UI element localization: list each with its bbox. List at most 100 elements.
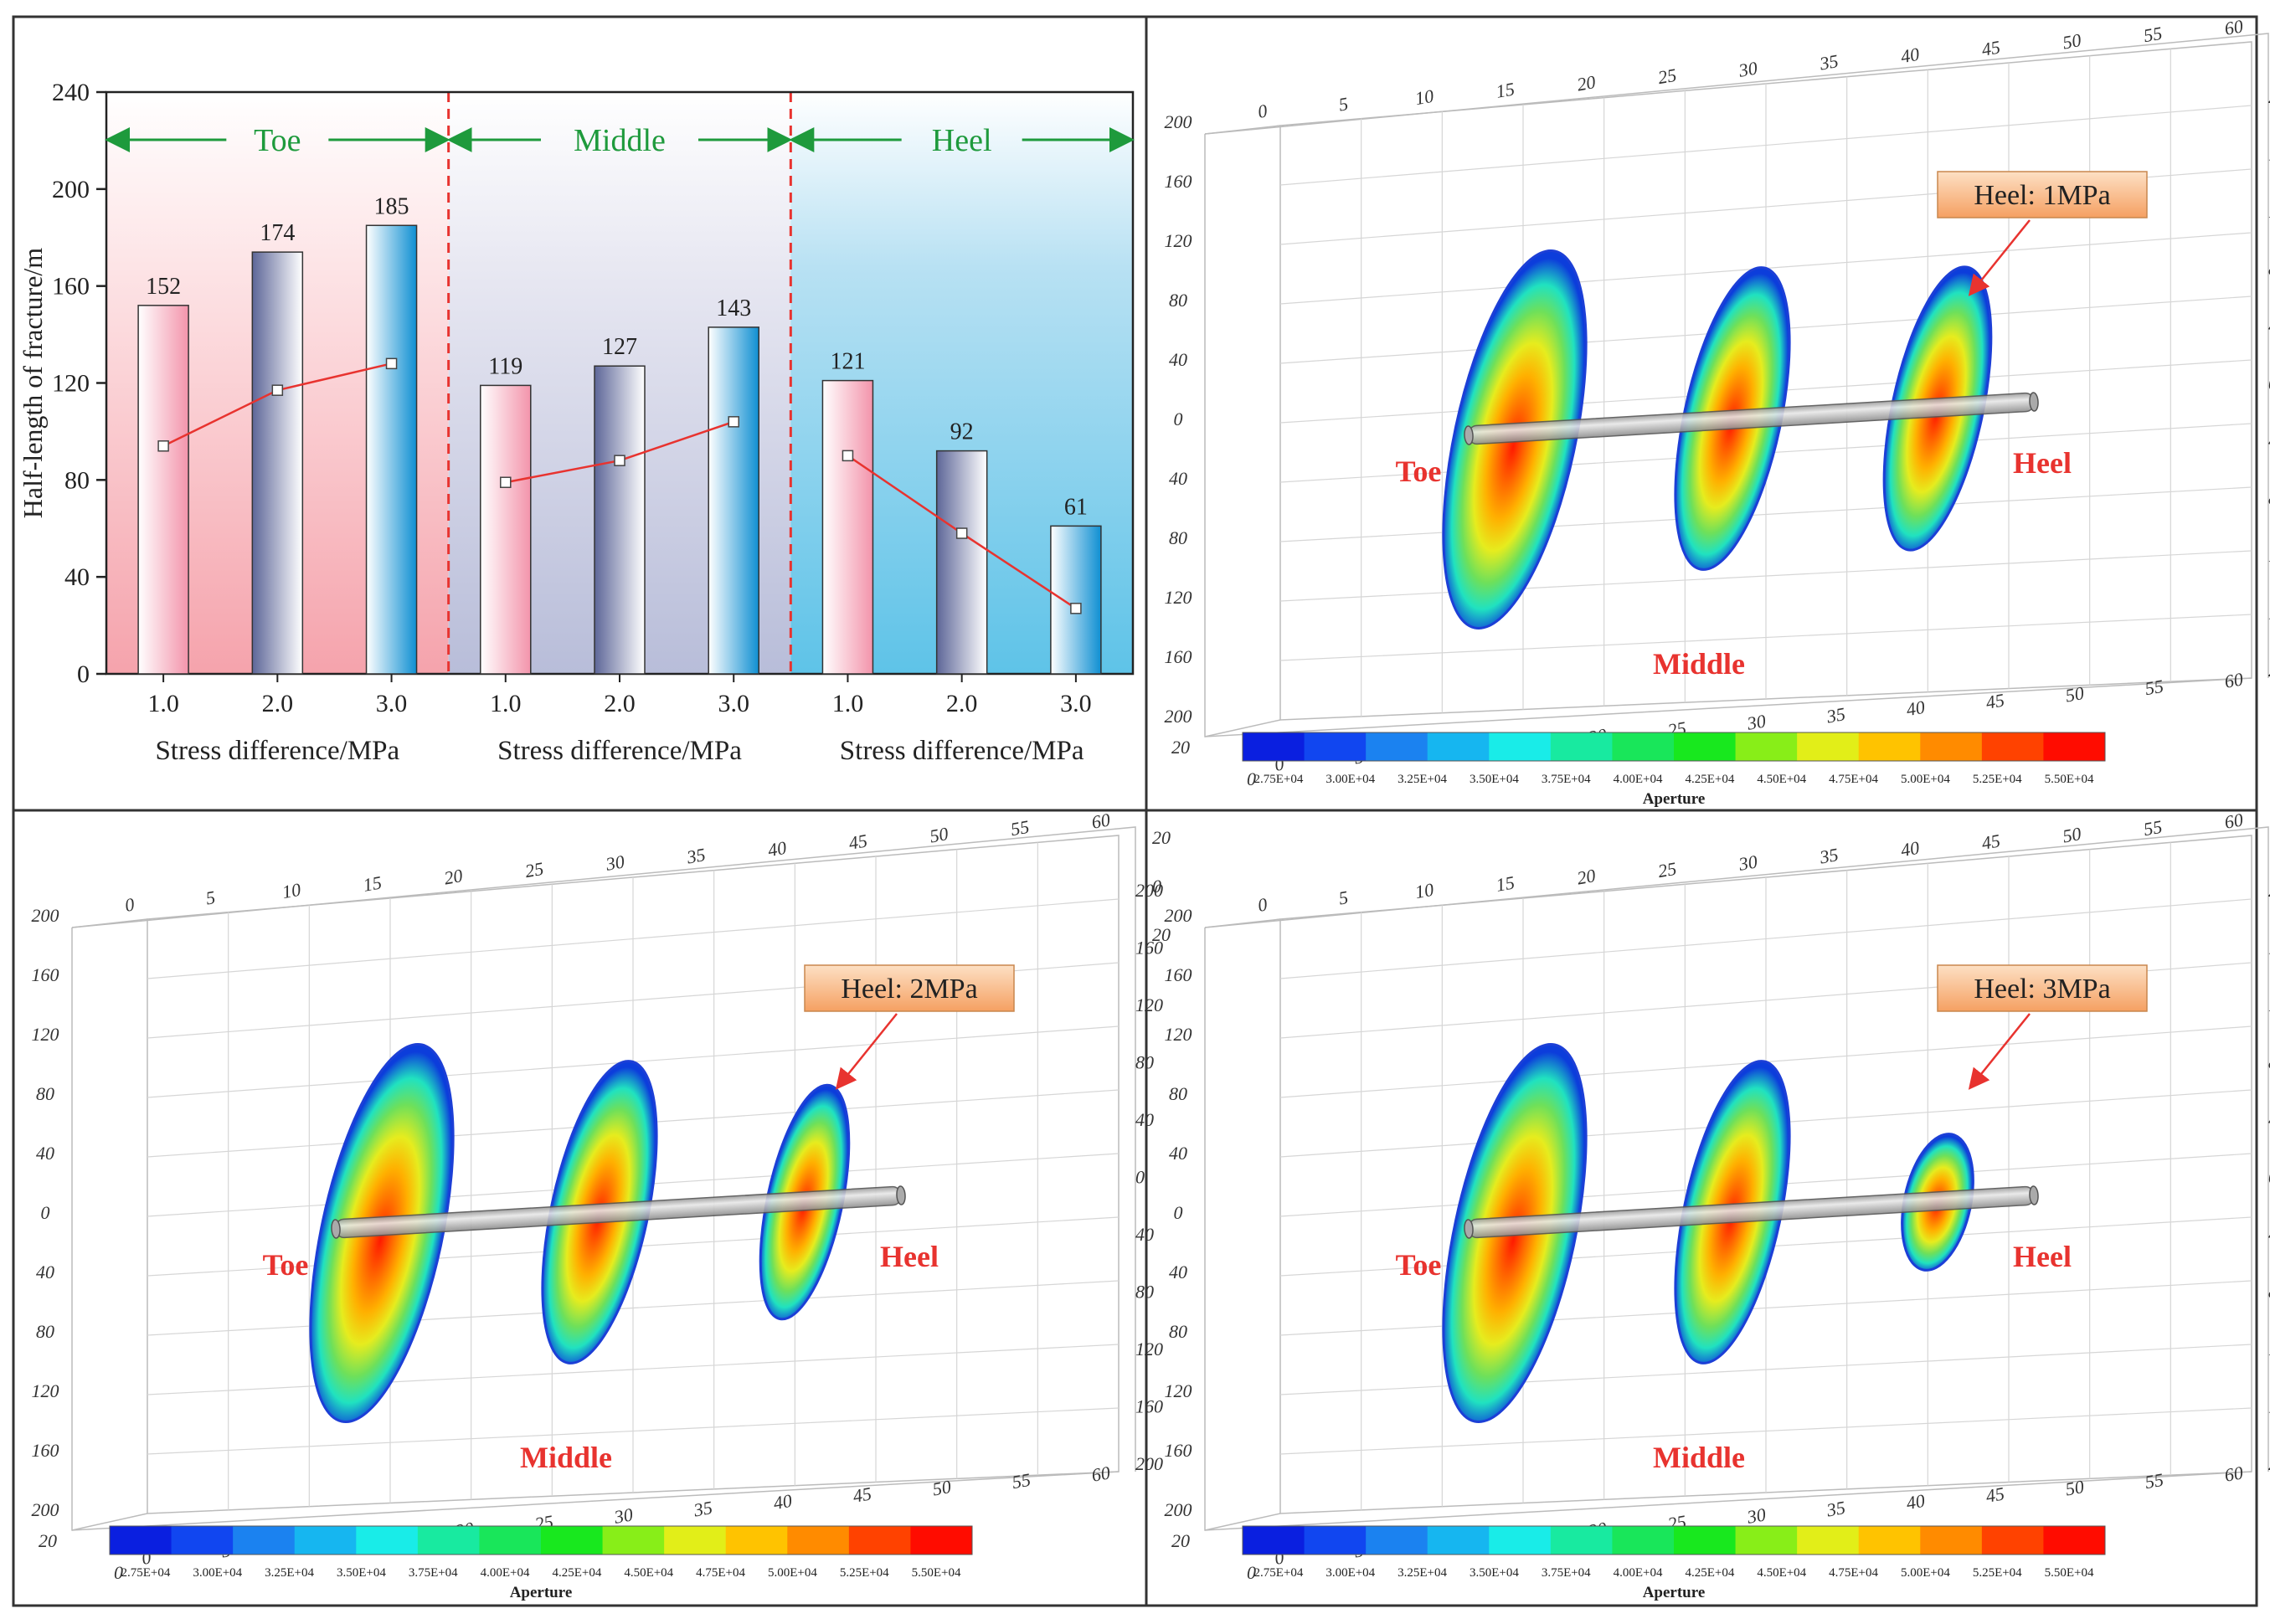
wellbore-end	[2029, 1185, 2039, 1205]
bar-value-label: 143	[716, 296, 751, 321]
colorbar-cell	[356, 1526, 419, 1555]
line-marker	[842, 450, 854, 462]
x-tick-top: 40	[1899, 44, 1921, 67]
colorbar-tick: 4.50E+04	[624, 1566, 673, 1580]
colorbar-cell	[910, 1526, 973, 1555]
colorbar-tick: 3.75E+04	[1542, 1566, 1591, 1580]
colorbar-cell	[1674, 732, 1737, 761]
x-tick-top: 60	[2223, 15, 2245, 39]
y-tick-right: 120	[2268, 994, 2270, 1015]
y-tick-right: 120	[1135, 1339, 1163, 1359]
colorbar-tick: 5.50E+04	[2045, 773, 2094, 786]
y-tick-right: 40	[2268, 1109, 2270, 1130]
line-marker	[500, 476, 512, 488]
colorbar-tick: 3.50E+04	[337, 1566, 386, 1580]
y-tick-left: 40	[1169, 468, 1187, 489]
line-marker	[614, 455, 625, 466]
callout-box	[1937, 964, 2148, 1012]
y-tick-right: 160	[2268, 1396, 2270, 1417]
y-tick-left: 120	[1165, 1024, 1192, 1045]
colorbar-cell	[2043, 1526, 2106, 1555]
colorbar-cell	[1920, 732, 1983, 761]
x-tick-top: 60	[1090, 809, 1112, 832]
y-tick-right: 40	[1135, 1109, 1154, 1130]
y-tick-left: 160	[1165, 646, 1192, 667]
colorbar-cell	[1427, 1526, 1490, 1555]
y-tick-label: 240	[52, 79, 90, 106]
label-heel: Heel	[880, 1240, 939, 1273]
colorbar-cell	[664, 1526, 727, 1555]
x-tick-top: 40	[766, 837, 788, 861]
y-tick-right: 80	[1135, 1282, 1154, 1303]
z-tick-corner: 20	[1171, 737, 1190, 758]
callout-arrow	[835, 1013, 898, 1090]
y-tick-left: 200	[1165, 1499, 1192, 1520]
bar-toe-2.0	[251, 251, 304, 675]
colorbar-tick: 5.50E+04	[912, 1566, 961, 1580]
y-tick-right: 120	[2268, 545, 2270, 566]
callout-title: Heel: 3MPa	[1974, 974, 2110, 1005]
box-corner-edge	[1204, 719, 1281, 737]
colorbar-cell	[1489, 732, 1552, 761]
x-tick-bottom: 60	[2223, 1462, 2245, 1485]
colorbar-cell	[1366, 732, 1428, 761]
colorbar-title: Aperture	[1643, 790, 1706, 808]
colorbar-tick: 3.25E+04	[1398, 1566, 1447, 1580]
x-tick-label: 2.0	[604, 690, 636, 717]
x-tick-top: 15	[1495, 871, 1516, 895]
x-tick-bottom: 40	[772, 1490, 794, 1514]
x-tick-bottom: 30	[612, 1503, 635, 1528]
x-tick-top: 50	[2061, 29, 2082, 53]
bar-value-label: 152	[146, 274, 181, 300]
x-tick-top: 15	[362, 871, 383, 895]
colorbar-tick: 4.00E+04	[481, 1566, 530, 1580]
colorbar-cell	[294, 1526, 357, 1555]
colorbar-cell	[1550, 732, 1613, 761]
colorbar-cell	[1550, 1526, 1613, 1555]
colorbar-frame	[1242, 1525, 2106, 1555]
x-tick-bottom: 35	[692, 1497, 714, 1521]
group-label-middle: Middle	[574, 123, 666, 158]
colorbar-tick: 3.00E+04	[1325, 773, 1375, 786]
colorbar-tick: 5.00E+04	[1901, 773, 1950, 786]
x-tick-top: 0	[1256, 893, 1269, 916]
z-tick-corner: 0	[1247, 768, 1256, 789]
y-tick-right: 80	[1135, 1052, 1154, 1073]
x-tick-bottom: 55	[2144, 1469, 2165, 1493]
colorbar-tick: 4.75E+04	[1829, 773, 1878, 786]
colorbar-tick: 5.25E+04	[1973, 773, 2022, 786]
colorbar-cell	[602, 1526, 665, 1555]
y-tick-left: 120	[1165, 587, 1192, 608]
y-tick-label: 0	[77, 660, 90, 688]
grid-line-horizontal	[1279, 898, 2252, 979]
colorbar-tick: 3.25E+04	[1398, 773, 1447, 786]
z-tick-label: 0	[1152, 876, 1161, 897]
y-tick-label: 160	[52, 273, 90, 301]
colorbar-cell	[1797, 1526, 1860, 1555]
colorbar-cell	[1612, 1526, 1675, 1555]
y-tick-right: 200	[1135, 880, 1163, 901]
colorbar-tick: 3.75E+04	[1542, 773, 1591, 786]
line-marker	[955, 527, 968, 539]
x-tick-bottom: 45	[852, 1483, 873, 1506]
x-tick-bottom: 55	[1011, 1469, 1032, 1493]
y-tick-label: 80	[64, 466, 90, 494]
colorbar-cell	[2043, 732, 2106, 761]
line-marker	[1070, 603, 1082, 614]
label-heel: Heel	[2013, 1240, 2072, 1273]
y-tick-left: 40	[36, 1262, 54, 1282]
bar-heel-2.0	[935, 450, 988, 675]
x-tick-top: 35	[1817, 50, 1840, 75]
x-tick-bottom: 45	[1984, 689, 2006, 712]
x-tick-top: 60	[2223, 809, 2245, 832]
grid-line-horizontal	[1279, 105, 2252, 186]
x-tick-top: 40	[1899, 837, 1921, 861]
y-tick-right: 160	[2268, 603, 2270, 624]
callout-arrow	[1968, 1013, 2031, 1090]
x-tick-top: 20	[442, 865, 464, 888]
x-tick-bottom: 60	[1090, 1462, 1112, 1485]
x-tick-top: 15	[1495, 78, 1516, 101]
x-tick-top: 35	[684, 844, 707, 868]
colorbar-tick: 2.75E+04	[1253, 1566, 1303, 1580]
bar-value-label: 121	[830, 349, 865, 375]
